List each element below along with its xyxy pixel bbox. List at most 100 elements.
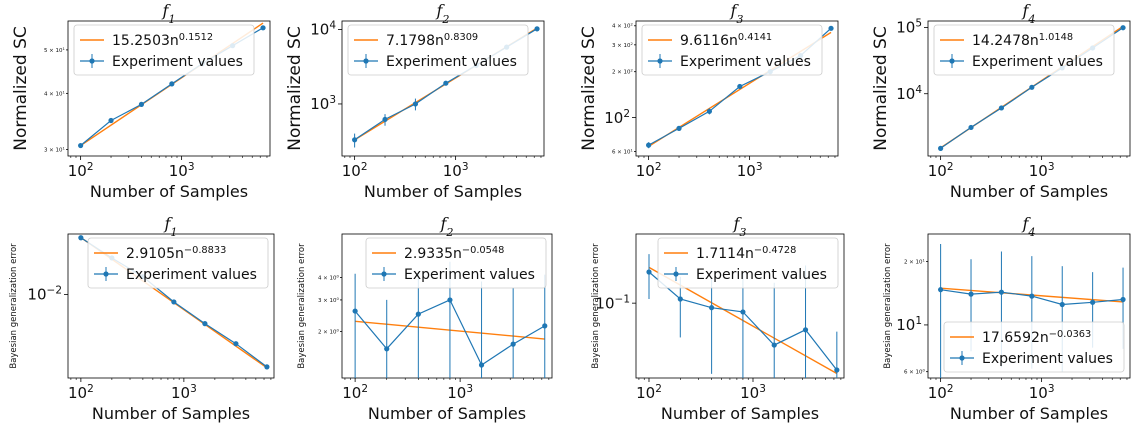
experiment-point: [352, 308, 358, 314]
x-tick-label: 103: [171, 383, 197, 402]
x-tick-label: 103: [740, 383, 766, 402]
subplot-5: f1 102 103 10−2 Number of Samples Bayesian ge…: [9, 214, 275, 423]
y-tick-label: 4 × 102: [612, 21, 634, 30]
legend-experiment-label: Experiment values: [982, 351, 1113, 367]
experiment-point: [1029, 84, 1035, 90]
experiment-point: [677, 296, 683, 302]
legend-experiment-label: Experiment values: [386, 54, 517, 70]
y-axis-label: Bayesian generalization error: [9, 243, 19, 369]
y-tick-label: 2 × 101: [904, 257, 926, 266]
y-axis-label: Normalized SC: [871, 26, 891, 150]
legend-box: [73, 24, 255, 76]
y-tick-label: 3 × 100: [318, 295, 340, 304]
experiment-point: [415, 311, 421, 317]
y-tick-label: 5 × 101: [44, 45, 66, 54]
legend-box: [365, 237, 547, 289]
legend-experiment-label: Experiment values: [696, 267, 827, 283]
legend-marker: [959, 355, 965, 361]
legend-fit-label: 15.2503n0.1512: [112, 32, 213, 50]
experiment-point: [510, 341, 516, 347]
y-tick-label: 3 × 102: [612, 40, 634, 49]
legend-fit-label: 7.1798n0.8309: [386, 32, 478, 50]
subplot-4: f4 102 103 104 105 Number of Samples Normalize…: [871, 1, 1131, 201]
legend-box: [933, 24, 1115, 76]
legend: 17.6592n−0.0363 Experiment values: [943, 321, 1125, 373]
x-tick-label: 102: [928, 383, 954, 402]
x-axis-label: Number of Samples: [661, 404, 819, 423]
plot-title: f4: [1021, 214, 1035, 239]
experiment-point: [646, 269, 652, 275]
x-tick-label: 103: [169, 161, 195, 180]
legend: 9.6116n0.4141 Experiment values: [641, 24, 823, 76]
experiment-point: [968, 124, 974, 131]
plot-title: f3: [729, 1, 743, 26]
plot-title: f3: [732, 214, 746, 239]
experiment-point: [352, 137, 358, 143]
experiment-point: [998, 289, 1005, 295]
experiment-point: [646, 142, 652, 148]
experiment-point: [709, 305, 715, 311]
experiment-point: [676, 125, 682, 131]
legend-marker: [363, 58, 369, 64]
axes-frame: [67, 233, 275, 379]
x-tick-label: 102: [636, 161, 662, 180]
legend-experiment-label: Experiment values: [126, 267, 257, 283]
y-axis-label: Bayesian generalization error: [297, 243, 307, 369]
axes-frame: [635, 20, 839, 157]
experiment-point: [260, 25, 266, 31]
experiment-point: [938, 145, 944, 151]
legend-marker: [89, 58, 95, 64]
legend-marker: [381, 271, 387, 277]
plot-area: [646, 254, 840, 378]
subplot-6: f2 102 103 2 × 100 3 × 100 4 × 100 Number of S…: [297, 214, 553, 423]
experiment-point: [828, 25, 834, 31]
plot-title: f4: [1021, 1, 1035, 26]
legend-experiment-label: Experiment values: [972, 54, 1103, 70]
x-axis-label: Number of Samples: [364, 182, 522, 201]
experiment-point: [740, 309, 746, 315]
experiment-point: [382, 116, 388, 123]
plot-title: f2: [435, 1, 449, 26]
experiment-point: [412, 101, 419, 107]
legend: 7.1798n0.8309 Experiment values: [347, 24, 529, 76]
x-tick-label: 102: [636, 383, 662, 402]
y-tick-label: 103: [310, 94, 336, 113]
axes-frame: [67, 20, 271, 157]
legend-marker: [657, 58, 663, 64]
legend: 14.2478n1.0148 Experiment values: [933, 24, 1115, 76]
experiment-point: [706, 108, 713, 114]
experiment-point: [534, 26, 540, 32]
axes-frame: [635, 233, 845, 379]
y-tick-label: 4 × 100: [318, 273, 340, 282]
axes-frame: [927, 233, 1131, 379]
experiment-point: [384, 346, 390, 352]
experiment-point: [1059, 301, 1065, 308]
experiment-point: [737, 83, 743, 90]
x-tick-label: 102: [68, 383, 94, 402]
subplot-1: f1 102 103 3 × 101 4 × 101 5 × 101 Number of S…: [11, 1, 271, 201]
x-axis-label: Number of Samples: [368, 404, 526, 423]
subplot-8: f4 102 103 6 × 100 101 2 × 101 Number of Sampl…: [883, 214, 1131, 423]
experiment-point: [771, 342, 777, 348]
experiment-point: [78, 142, 84, 149]
y-axis-label: Normalized SC: [285, 26, 305, 150]
x-tick-label: 103: [737, 161, 763, 180]
y-tick-label: 105: [896, 18, 922, 37]
y-tick-label: 4 × 101: [44, 89, 66, 98]
y-tick-label: 10−2: [27, 285, 62, 304]
legend-marker: [949, 58, 955, 64]
legend-fit-label: 9.6116n0.4141: [680, 32, 772, 50]
y-tick-label: 104: [896, 84, 922, 103]
legend-marker: [103, 271, 109, 277]
y-tick-label: 6 × 100: [904, 367, 926, 376]
y-tick-label: 3 × 101: [44, 145, 66, 154]
legend-fit-label: 17.6592n−0.0363: [982, 329, 1091, 347]
legend-box: [943, 321, 1125, 373]
experiment-point: [968, 291, 974, 297]
x-axis-label: Number of Samples: [950, 404, 1108, 423]
x-tick-label: 103: [443, 161, 469, 180]
x-tick-label: 102: [928, 161, 954, 180]
legend: 15.2503n0.1512 Experiment values: [73, 24, 255, 76]
